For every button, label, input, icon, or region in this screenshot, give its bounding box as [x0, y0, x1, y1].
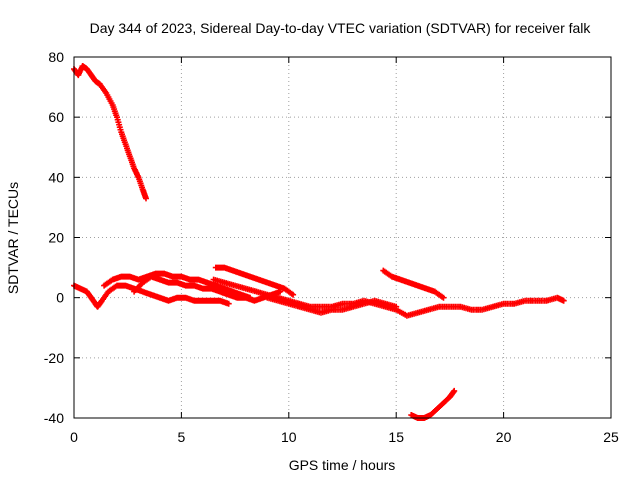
data-point-markers: [212, 264, 297, 298]
x-tick-label: 15: [388, 429, 404, 445]
x-tick-label: 25: [603, 429, 619, 445]
y-tick-label: -40: [44, 410, 64, 426]
series-track-8: [380, 267, 447, 301]
y-tick-label: 40: [48, 169, 64, 185]
x-axis-label: GPS time / hours: [289, 457, 396, 473]
x-tick-label: 20: [496, 429, 512, 445]
data-point-markers: [264, 294, 400, 316]
x-tick-label: 10: [281, 429, 297, 445]
data-point-markers: [380, 267, 447, 301]
y-tick-labels: -40 -20 0 20 40 60 80: [44, 49, 64, 426]
x-tick-label: 5: [178, 429, 186, 445]
y-tick-label: 20: [48, 230, 64, 246]
y-tick-label: 60: [48, 109, 64, 125]
series-track-5: [212, 264, 297, 298]
grid-lines: [73, 56, 612, 419]
y-tick-label: 80: [48, 49, 64, 65]
y-tick-label: -20: [44, 350, 64, 366]
series-track-7: [264, 294, 400, 316]
x-tick-labels: 0 5 10 15 20 25: [70, 429, 619, 445]
chart-title: Day 344 of 2023, Sidereal Day-to-day VTE…: [90, 20, 592, 36]
y-tick-label: 0: [56, 290, 64, 306]
x-tick-label: 0: [70, 429, 78, 445]
plot-frame: [73, 56, 612, 419]
y-axis-label: SDTVAR / TECUs: [5, 182, 21, 294]
